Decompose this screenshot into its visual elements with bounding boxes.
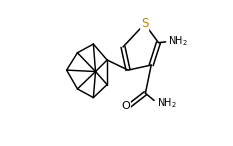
Text: NH$_2$: NH$_2$ [168,34,188,48]
Text: NH$_2$: NH$_2$ [157,97,177,110]
Text: O: O [122,101,130,111]
Text: S: S [141,17,148,30]
